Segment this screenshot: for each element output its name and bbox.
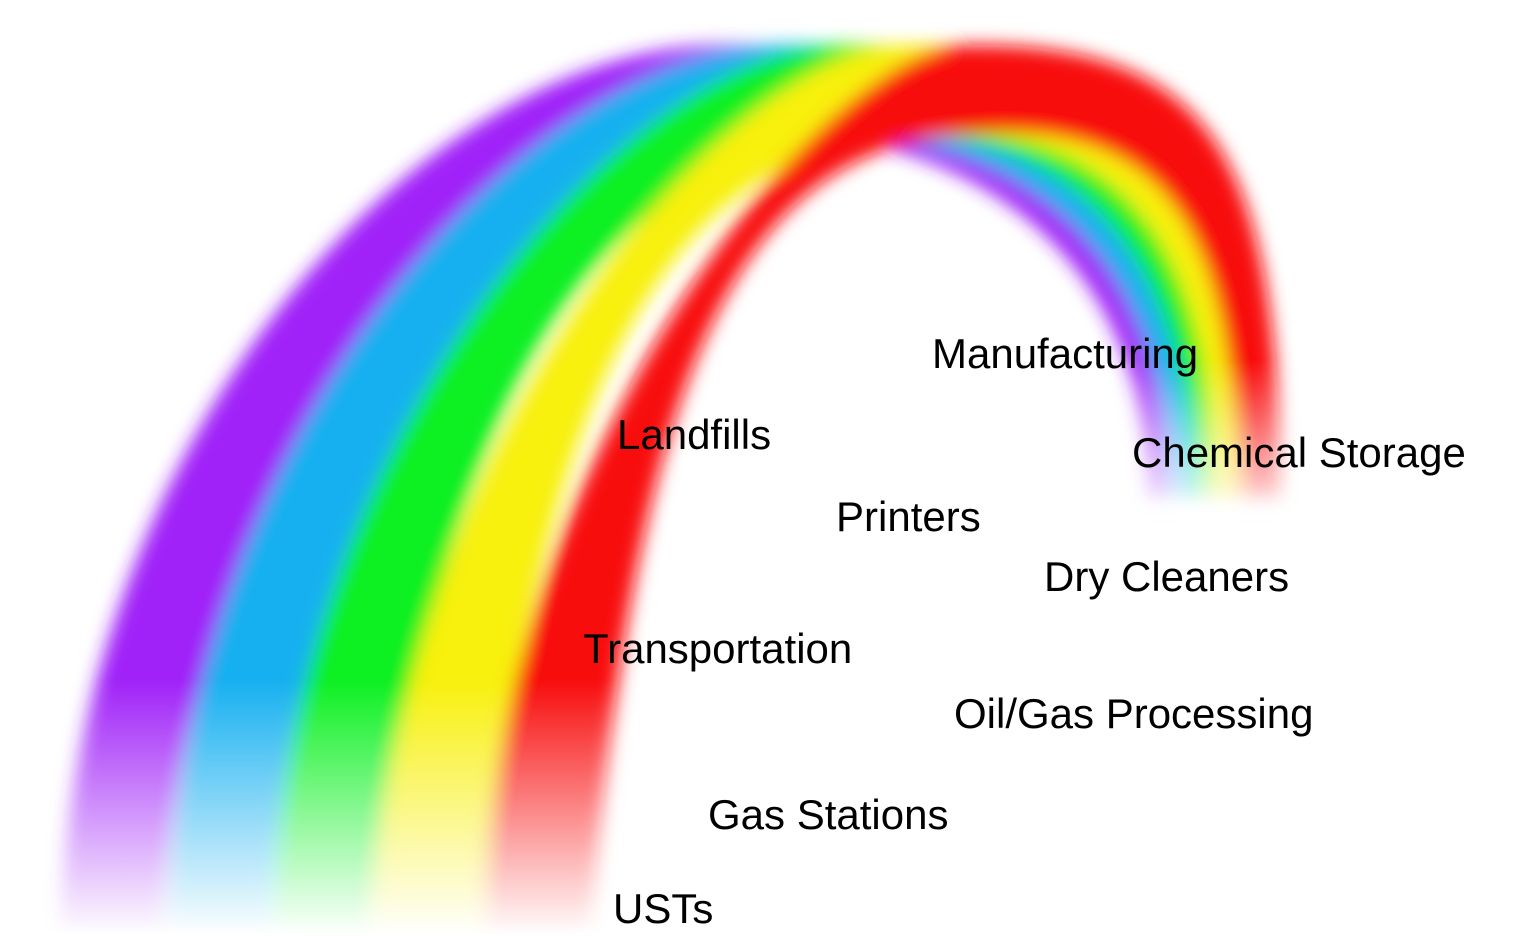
label: Chemical Storage	[1132, 429, 1466, 476]
label: Manufacturing	[932, 330, 1198, 377]
label: Gas Stations	[708, 791, 948, 838]
rainbow-graphic: Manufacturing Landfills Chemical Storage Pr…	[0, 0, 1513, 936]
label: USTs	[613, 885, 713, 932]
label: Dry Cleaners	[1044, 553, 1289, 600]
label: Oil/Gas Processing	[954, 690, 1313, 737]
label: Printers	[836, 493, 981, 540]
label: Landfills	[617, 411, 771, 458]
label: Transportation	[583, 625, 852, 672]
